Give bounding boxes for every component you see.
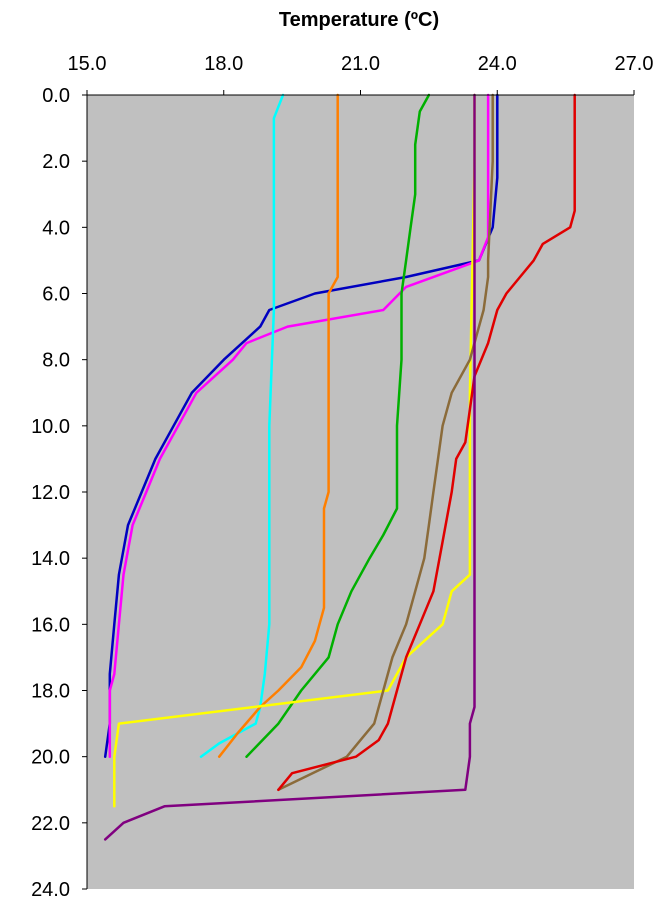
y-tick-labels: 0.0 2.0 4.0 6.0 8.0 10.0 12.0 14.0 16.0 18.0 20.0 2… [31,85,70,901]
x-tick-label: 21.0 [341,53,380,75]
y-tick-label: 6.0 [42,284,70,306]
x-tick-label: 15.0 [68,53,107,75]
series-line-9 [103,93,476,841]
y-tick-label: 20.0 [31,747,70,769]
x-tick-label: 24.0 [478,53,517,75]
series-line-7 [277,93,494,792]
y-tick-label: 2.0 [42,151,70,173]
plot-area [87,95,634,889]
y-tick-label: 18.0 [31,681,70,703]
y-tick-label: 24.0 [31,879,70,901]
series-line-8 [277,93,576,792]
y-tick-label: 14.0 [31,548,70,570]
y-tick-label: 12.0 [31,482,70,504]
x-tick-label: 18.0 [204,53,243,75]
series-line-5 [245,93,431,758]
series-lines [103,93,576,841]
series-line-2 [108,93,490,758]
y-tick-label: 4.0 [42,217,70,239]
y-tick-label: 0.0 [42,85,70,107]
y-tick-label: 10.0 [31,416,70,438]
y-tick-label: 16.0 [31,614,70,636]
y-tick-label: 22.0 [31,813,70,835]
x-tick-labels: 15.0 18.0 21.0 24.0 27.0 [68,53,654,75]
x-tick-label: 27.0 [615,53,654,75]
axes [82,90,635,890]
series-line-3 [199,93,285,758]
y-tick-label: 8.0 [42,350,70,372]
x-axis-title: Temperature (ºC) [279,9,439,31]
